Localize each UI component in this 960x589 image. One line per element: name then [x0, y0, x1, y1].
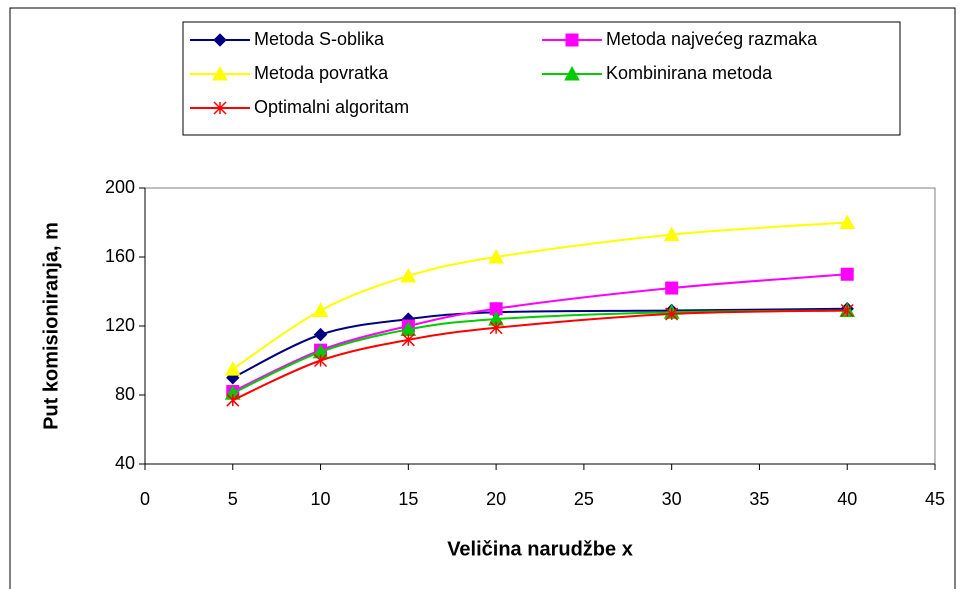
x-tick-label: 45 [925, 489, 945, 509]
marker [564, 65, 580, 81]
marker [840, 267, 854, 281]
legend-box [182, 21, 901, 136]
marker [401, 333, 415, 347]
legend-label: Metoda najvećeg razmaka [606, 29, 818, 49]
marker [226, 393, 240, 407]
marker [663, 226, 680, 242]
plot-area [144, 187, 936, 465]
marker [840, 303, 854, 318]
marker [213, 33, 227, 47]
y-tick-label: 120 [105, 315, 135, 335]
y-tick-label: 40 [115, 453, 135, 473]
y-tick-label: 160 [105, 246, 135, 266]
marker [565, 33, 579, 47]
marker [839, 214, 856, 229]
marker [665, 307, 679, 321]
x-axis-title: Veličina narudžbe x [447, 538, 633, 560]
marker [312, 302, 329, 317]
marker [314, 353, 328, 368]
x-tick-label: 15 [398, 489, 418, 509]
y-tick-label: 200 [105, 177, 135, 197]
marker [212, 65, 228, 81]
marker [400, 267, 417, 283]
y-tick-label: 80 [115, 384, 135, 404]
x-tick-label: 0 [140, 489, 150, 509]
x-tick-label: 5 [228, 489, 238, 509]
legend-label: Kombinirana metoda [606, 63, 773, 83]
marker [488, 248, 504, 264]
x-tick-label: 35 [749, 489, 769, 509]
legend-label: Optimalni algoritam [254, 97, 409, 117]
x-tick-label: 10 [311, 489, 331, 509]
marker [213, 101, 227, 115]
marker [665, 281, 679, 295]
x-tick-label: 40 [837, 489, 857, 509]
x-tick-label: 20 [486, 489, 506, 509]
marker [313, 327, 328, 342]
marker [224, 361, 241, 376]
legend-label: Metoda S-oblika [254, 29, 385, 49]
y-axis-title: Put komisioniranja, m [40, 222, 62, 430]
x-tick-label: 30 [662, 489, 682, 509]
x-tick-label: 25 [574, 489, 594, 509]
marker [489, 321, 503, 335]
legend-label: Metoda povratka [254, 63, 389, 83]
